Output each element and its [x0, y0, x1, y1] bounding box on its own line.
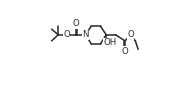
- Text: OH: OH: [104, 38, 117, 47]
- Text: O: O: [73, 19, 79, 28]
- Text: O: O: [127, 30, 134, 39]
- Text: O: O: [63, 30, 70, 39]
- Text: N: N: [82, 30, 89, 39]
- Text: O: O: [122, 47, 128, 56]
